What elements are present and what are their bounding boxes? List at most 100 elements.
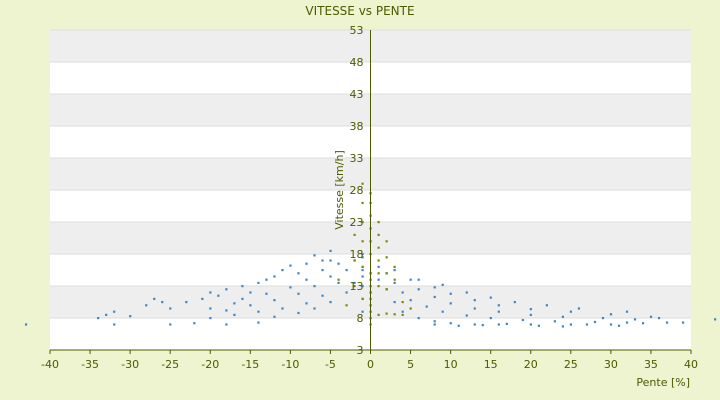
data-point [161, 301, 164, 304]
x-tick-label: -5 [325, 358, 336, 371]
data-point [393, 269, 396, 272]
data-point [297, 292, 300, 295]
data-point [529, 308, 532, 311]
data-point [449, 302, 452, 305]
x-tick-label: -35 [81, 358, 99, 371]
data-point [217, 294, 220, 297]
data-point [321, 269, 324, 272]
data-point [385, 256, 388, 259]
data-point [473, 323, 476, 326]
data-point [409, 307, 412, 310]
data-point [529, 313, 532, 316]
x-tick-label: -30 [121, 358, 139, 371]
data-point [169, 323, 172, 326]
x-tick-label: -10 [281, 358, 299, 371]
data-point [193, 322, 196, 325]
data-point [24, 323, 28, 326]
x-tick-label: 0 [367, 358, 374, 371]
data-point [321, 294, 324, 297]
data-point [425, 305, 428, 308]
data-point [361, 310, 364, 313]
x-tick-label: 30 [604, 358, 618, 371]
x-tick-label: 15 [484, 358, 498, 371]
data-point [329, 301, 332, 304]
data-point [561, 325, 564, 328]
data-point [361, 297, 364, 300]
data-point [377, 285, 380, 288]
data-point [625, 321, 629, 324]
y-tick-label: 48 [350, 56, 364, 69]
data-point [321, 259, 324, 262]
data-point [113, 310, 116, 313]
data-point [273, 275, 276, 278]
data-point [473, 299, 476, 302]
data-point [641, 322, 645, 325]
data-point [665, 321, 669, 324]
data-point [345, 291, 348, 294]
data-point [385, 288, 388, 291]
data-point [417, 317, 420, 320]
y-tick-label: 13 [350, 280, 364, 293]
data-point [225, 323, 228, 326]
x-tick-label: 35 [644, 358, 658, 371]
data-point [537, 324, 540, 327]
data-point [249, 291, 252, 294]
data-point [233, 313, 236, 316]
data-point [417, 288, 420, 291]
data-point [377, 246, 380, 249]
data-point [433, 286, 436, 289]
y-tick-label: 8 [357, 312, 364, 325]
x-tick-label: 25 [564, 358, 578, 371]
data-point [377, 278, 380, 281]
data-point [473, 307, 476, 310]
data-point [377, 233, 380, 236]
data-point [585, 323, 589, 326]
x-tick-label: -15 [241, 358, 259, 371]
data-point [329, 275, 332, 278]
y-tick-label: 3 [357, 344, 364, 357]
data-point [209, 291, 212, 294]
data-point [409, 278, 412, 281]
data-point [353, 281, 356, 284]
x-tick-label: -40 [41, 358, 59, 371]
y-tick-label: 28 [350, 184, 364, 197]
data-point [377, 313, 380, 316]
x-tick-label: 20 [524, 358, 538, 371]
data-point [681, 321, 685, 324]
y-tick-label: 43 [350, 88, 364, 101]
data-point [225, 288, 228, 291]
data-point [393, 301, 396, 304]
y-tick-label: 18 [350, 248, 364, 261]
data-point [233, 302, 236, 305]
x-tick-label: -25 [161, 358, 179, 371]
data-point [481, 324, 484, 327]
data-point [617, 324, 621, 327]
data-point [521, 318, 524, 322]
data-point [657, 317, 661, 320]
data-point [561, 315, 564, 318]
data-point [145, 304, 148, 307]
data-point [489, 296, 492, 299]
data-point [401, 310, 404, 313]
data-point [609, 323, 613, 326]
data-point [513, 301, 516, 304]
data-point [361, 275, 364, 278]
data-point [305, 262, 308, 265]
data-point [449, 292, 452, 295]
data-point [153, 297, 156, 300]
data-point [385, 240, 388, 243]
data-point [273, 315, 276, 318]
y-tick-label: 38 [350, 120, 364, 133]
data-point [593, 320, 597, 324]
data-point [129, 315, 132, 318]
y-tick-label: 23 [350, 216, 364, 229]
data-point [361, 269, 364, 272]
data-point [361, 265, 364, 268]
y-tick-label: 53 [350, 24, 364, 37]
data-point [553, 320, 556, 323]
data-point [289, 286, 292, 289]
data-point [257, 281, 260, 284]
data-point [225, 309, 228, 312]
data-point [361, 256, 364, 259]
